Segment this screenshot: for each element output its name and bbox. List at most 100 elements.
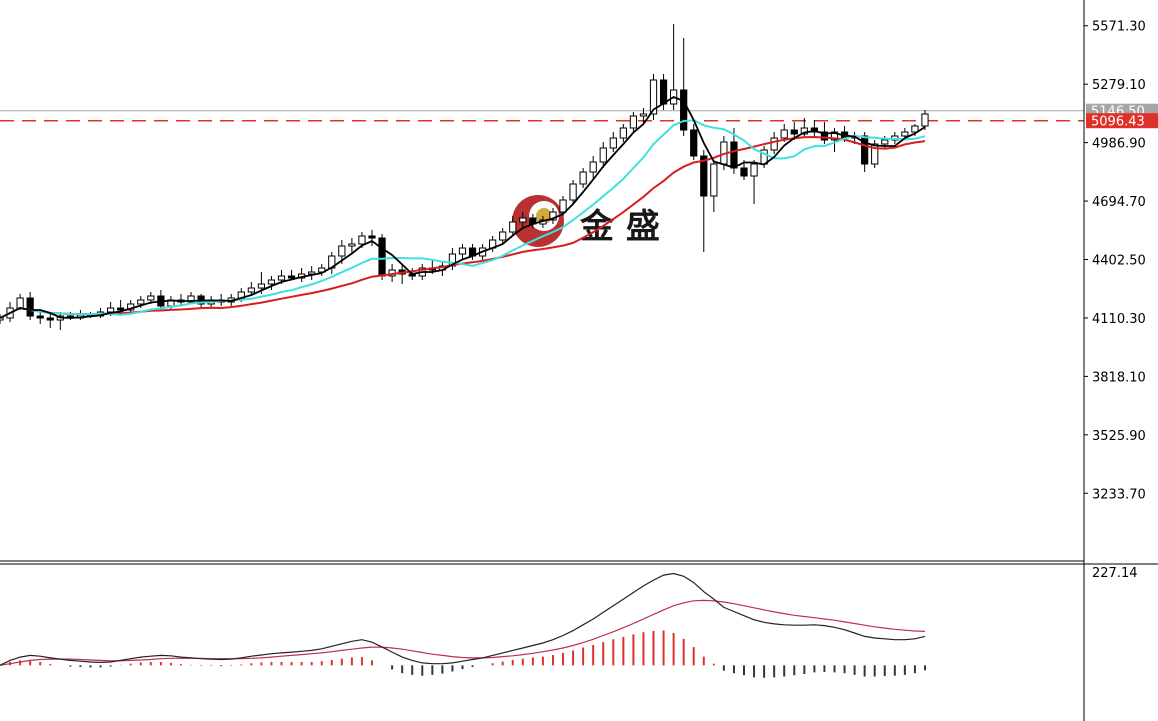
price-axis-label: 4110.30	[1092, 312, 1146, 327]
candle-body	[690, 129, 698, 157]
candle	[549, 208, 557, 224]
candle	[750, 160, 758, 204]
candle-body	[881, 139, 889, 145]
candle-body	[277, 275, 286, 281]
candle-body	[106, 307, 115, 313]
candle-body	[267, 279, 276, 285]
candle-body	[659, 79, 668, 105]
candle-body	[308, 271, 316, 275]
candle	[519, 212, 527, 228]
watermark-text: 金 盛	[579, 207, 660, 247]
candle-body	[579, 171, 587, 185]
candle-body	[36, 315, 44, 319]
candle-body	[790, 129, 798, 135]
candle-body	[599, 147, 607, 163]
candle	[589, 156, 597, 180]
alert-price-tag-bg	[1086, 113, 1158, 129]
candle-body	[680, 89, 688, 131]
price-axis-label: 5279.10	[1092, 78, 1146, 93]
candle	[830, 128, 839, 152]
candle-body	[147, 295, 155, 301]
candle	[770, 132, 778, 154]
candle-body	[46, 317, 54, 321]
candle	[800, 118, 808, 138]
candle	[609, 132, 617, 152]
candle-body	[619, 127, 627, 139]
price-axis-label: 3525.90	[1092, 429, 1146, 444]
candle-body	[861, 135, 869, 165]
candle-body	[810, 127, 818, 133]
candle	[690, 124, 698, 160]
candle	[629, 112, 638, 132]
candle	[639, 108, 648, 124]
candle	[861, 132, 869, 172]
ma-mid-line	[0, 119, 926, 319]
candle-body	[730, 141, 738, 169]
candle	[298, 268, 306, 282]
macd-axis-top-label: 227.14	[1092, 566, 1138, 581]
candle	[710, 160, 718, 212]
candle	[308, 266, 316, 280]
candle	[559, 196, 567, 216]
candle	[649, 74, 658, 120]
price-axis-label: 4402.50	[1092, 254, 1146, 269]
candle-body	[368, 235, 376, 239]
price-axis-label: 4986.90	[1092, 137, 1146, 152]
candle-body	[830, 131, 839, 141]
ma-fast-line	[0, 95, 926, 319]
candle	[157, 290, 165, 310]
candle-body	[137, 299, 145, 305]
candle	[368, 230, 376, 246]
price-axis-label: 3233.70	[1092, 487, 1146, 502]
candle	[56, 312, 64, 330]
candle-body	[710, 163, 718, 197]
candle-body	[26, 297, 34, 317]
candle-body	[117, 307, 125, 311]
candle	[680, 38, 688, 136]
candle	[267, 276, 276, 290]
candle-body	[549, 211, 557, 221]
macd-main-line	[0, 572, 926, 666]
candle	[921, 110, 929, 130]
price-axis-label: 5571.30	[1092, 20, 1146, 35]
candle	[499, 228, 507, 244]
macd-signal-line	[0, 599, 926, 666]
candle-body	[700, 155, 708, 197]
candle-body	[257, 283, 266, 289]
candle-body	[358, 235, 366, 245]
candle-body	[348, 243, 356, 247]
candle	[247, 282, 255, 296]
candle-body	[187, 295, 195, 303]
candle	[619, 124, 627, 142]
candle-body	[911, 125, 919, 133]
candle-body	[247, 287, 255, 293]
candle-body	[800, 127, 808, 135]
candle-body	[609, 137, 617, 149]
candle-body	[820, 131, 829, 141]
candle-body	[740, 167, 748, 177]
candle	[700, 150, 708, 252]
macd-plot	[0, 572, 926, 678]
price-axis[interactable]: 5571.30 5279.10 4986.90 4694.70 4402.50 4110.…	[1084, 20, 1146, 503]
candle-body	[519, 217, 527, 223]
price-axis-label: 4694.70	[1092, 195, 1146, 210]
candle-body	[378, 237, 386, 277]
candle	[46, 314, 54, 328]
candle-body	[509, 221, 517, 233]
candle-body	[16, 297, 24, 309]
candle-body	[589, 161, 597, 173]
candle	[509, 216, 517, 236]
candle	[0, 314, 4, 324]
candle	[187, 292, 195, 304]
main-price-plot	[0, 24, 1084, 330]
candle-body	[629, 115, 638, 129]
candle	[378, 234, 386, 280]
candle-body	[639, 113, 648, 117]
price-axis-label: 3818.10	[1092, 370, 1146, 385]
candle-body	[0, 317, 4, 321]
candle-body	[287, 275, 296, 279]
candle-body	[338, 245, 346, 257]
ma-slow-line	[0, 135, 926, 319]
candle-body	[780, 129, 788, 139]
